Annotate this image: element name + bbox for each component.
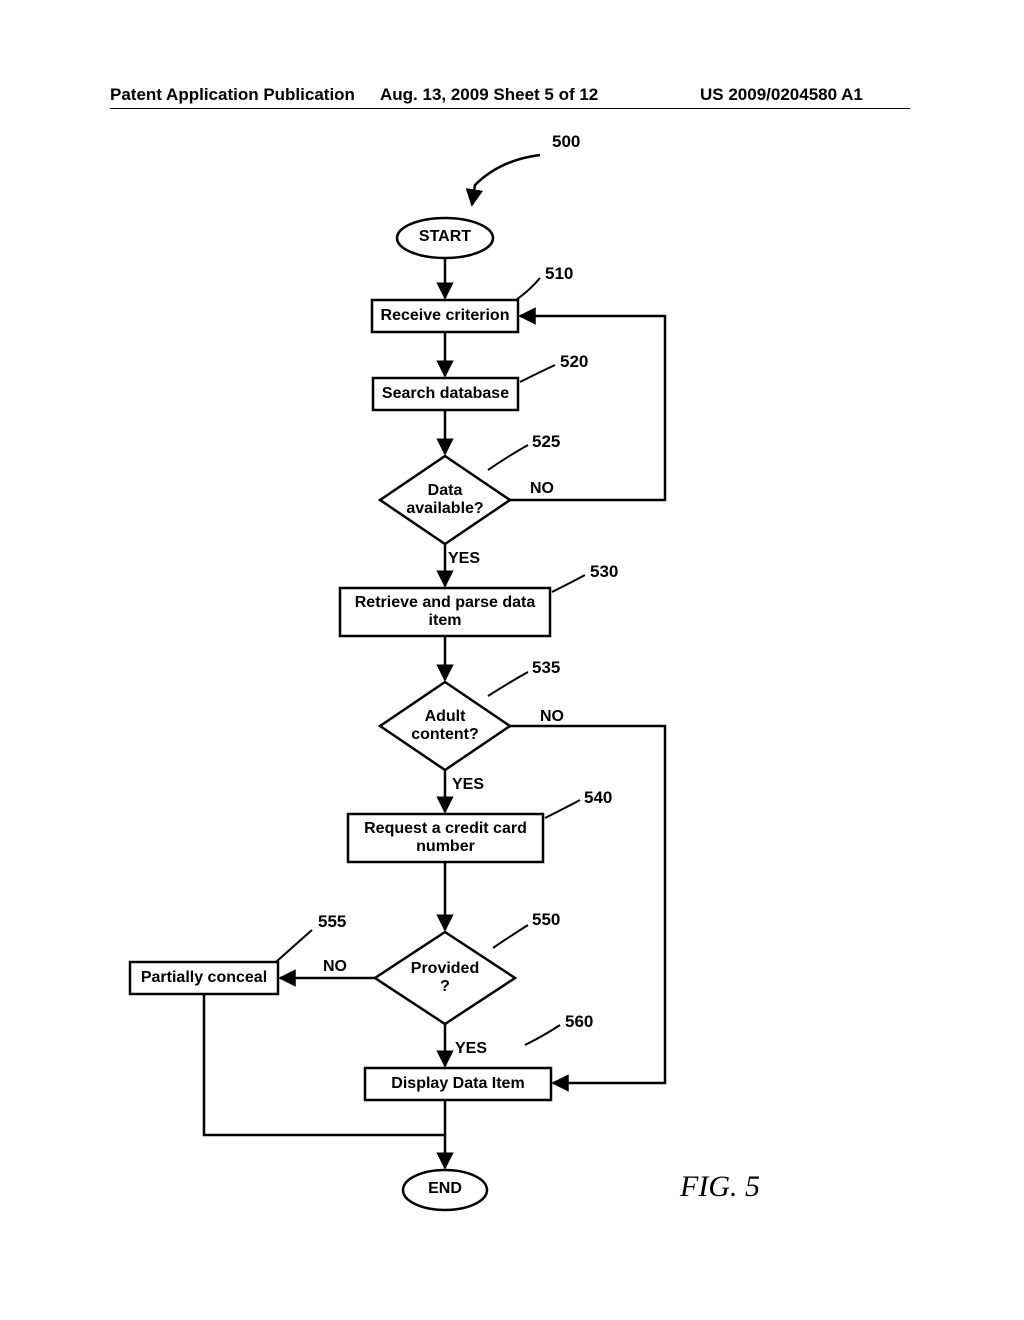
edge-535-no: NO [540, 708, 580, 726]
ref-520: 520 [560, 352, 588, 372]
node-560-label: Display Data Item [365, 1075, 551, 1093]
ref-510: 510 [545, 264, 573, 284]
end-label: END [403, 1180, 487, 1198]
figure-caption: FIG. 5 [680, 1170, 760, 1204]
edge-550-yes: YES [455, 1040, 495, 1058]
start-label: START [397, 228, 493, 246]
node-540-label: Request a credit cardnumber [348, 820, 543, 856]
node-520-label: Search database [373, 385, 518, 403]
edge-550-no: NO [323, 958, 363, 976]
ref-535: 535 [532, 658, 560, 678]
edge-525-yes: YES [448, 550, 488, 568]
node-530-label: Retrieve and parse dataitem [340, 594, 550, 630]
ref-525: 525 [532, 432, 560, 452]
ref-540: 540 [584, 788, 612, 808]
ref-560: 560 [565, 1012, 593, 1032]
edge-525-no: NO [530, 480, 570, 498]
ref-555: 555 [318, 912, 346, 932]
node-510-label: Receive criterion [372, 307, 518, 325]
ref-530: 530 [590, 562, 618, 582]
edge-535-yes: YES [452, 776, 492, 794]
node-535-label: Adultcontent? [380, 708, 510, 744]
node-550-label: Provided? [380, 960, 510, 996]
page-container: Patent Application Publication Aug. 13, … [0, 0, 1024, 1320]
flowchart-svg [0, 0, 1024, 1320]
ref-550: 550 [532, 910, 560, 930]
node-525-label: Dataavailable? [380, 482, 510, 518]
ref-500: 500 [552, 132, 580, 152]
node-555-label: Partially conceal [130, 969, 278, 987]
